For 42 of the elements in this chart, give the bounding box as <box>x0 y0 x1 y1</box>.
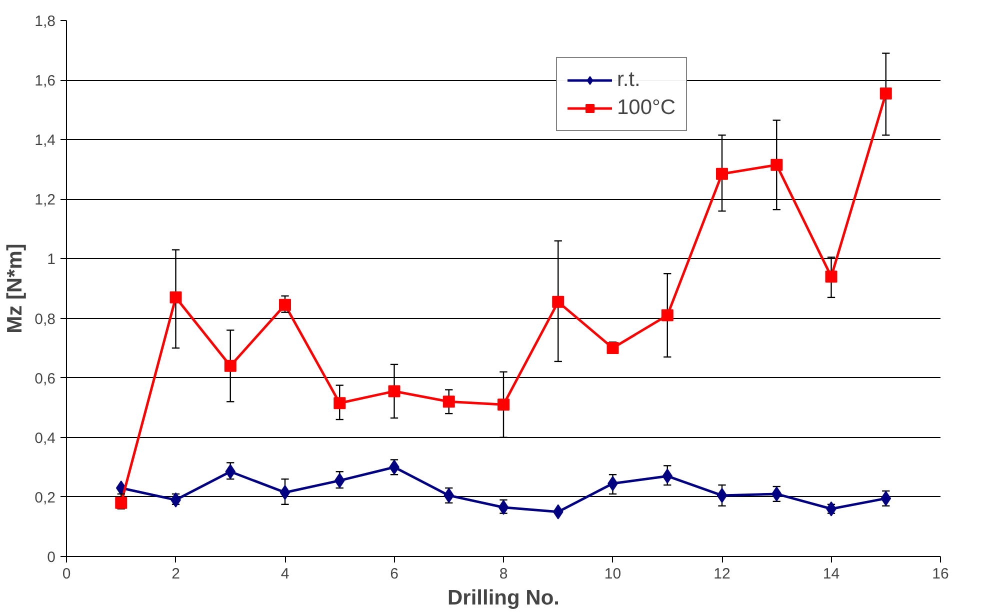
point <box>606 342 619 354</box>
point <box>224 360 236 372</box>
point <box>552 504 564 520</box>
x-tick-label: 6 <box>390 566 398 582</box>
x-tick-label: 4 <box>280 566 290 582</box>
point <box>498 398 510 411</box>
point <box>280 484 290 500</box>
point <box>388 385 400 398</box>
y-tick-label: 1,4 <box>34 132 56 150</box>
y-tick-label: 0,8 <box>34 310 56 328</box>
y-tick-label: 0,2 <box>34 489 56 506</box>
x-tick-label: 12 <box>714 566 730 582</box>
point <box>170 291 182 304</box>
point <box>334 397 346 410</box>
point <box>825 270 838 283</box>
point <box>716 168 728 180</box>
point <box>770 158 783 171</box>
x-tick-label: 0 <box>62 566 71 582</box>
y-tick-label: 1 <box>47 251 56 268</box>
point <box>279 298 291 311</box>
x-tick-label: 8 <box>499 566 508 582</box>
point <box>880 87 892 100</box>
y-axis-title: Mz [N*m] <box>4 244 27 334</box>
x-tick-label: 2 <box>172 566 180 582</box>
point <box>716 488 728 503</box>
x-tick-label: 16 <box>932 566 949 582</box>
x-tick-label: 10 <box>604 566 622 582</box>
y-tick-label: 1,8 <box>34 13 56 30</box>
y-tick-label: 0,6 <box>34 370 56 388</box>
x-tick-label: 14 <box>822 566 840 582</box>
x-axis-title: Drilling No. <box>448 586 560 610</box>
y-tick-label: 1,6 <box>34 72 56 90</box>
legend-label: r.t. <box>617 68 640 92</box>
legend-label: 100°C <box>617 96 676 120</box>
point <box>662 468 673 484</box>
y-tick-label: 0,4 <box>34 430 56 447</box>
point <box>115 496 128 509</box>
point <box>442 396 455 408</box>
y-tick-label: 1,2 <box>34 192 56 209</box>
point <box>661 309 674 322</box>
y-tick-label: 0 <box>47 549 56 566</box>
point <box>552 296 564 308</box>
